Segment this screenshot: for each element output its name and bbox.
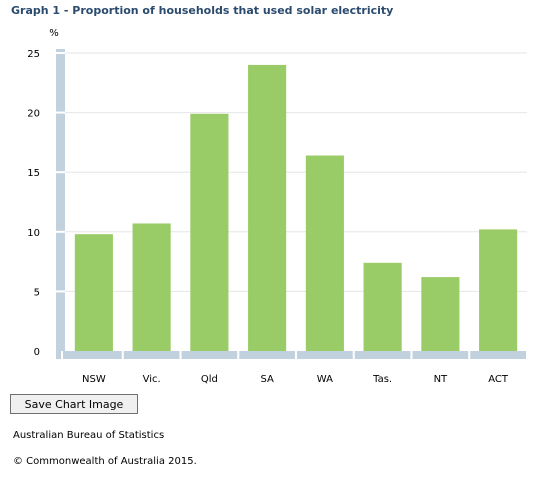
axes bbox=[56, 49, 528, 359]
y-tick-label: 25 bbox=[27, 49, 40, 60]
x-tick-label: NT bbox=[434, 374, 448, 385]
y-tick-label: 15 bbox=[27, 168, 40, 179]
bar-sa bbox=[248, 64, 287, 352]
y-tick-label: 20 bbox=[27, 109, 40, 120]
bar-nsw bbox=[74, 234, 113, 351]
x-tick-label: NSW bbox=[82, 374, 106, 385]
x-tick-label: ACT bbox=[488, 374, 509, 385]
chart-title: Graph 1 - Proportion of households that … bbox=[11, 4, 394, 17]
x-tick-label: SA bbox=[260, 374, 274, 385]
y-tick-label: 10 bbox=[27, 228, 40, 239]
x-tick-label: Qld bbox=[201, 374, 218, 385]
x-axis-band bbox=[56, 351, 527, 359]
y-tick-label: 0 bbox=[34, 347, 40, 358]
bar-chart: 0 5 10 15 20 25 NSW Vic. Qld SA WA Tas. NT ACT % bbox=[27, 28, 528, 385]
x-tick-label: Vic. bbox=[143, 374, 161, 385]
x-tick-label: Tas. bbox=[372, 374, 392, 385]
x-tick-label: WA bbox=[317, 374, 333, 385]
bars bbox=[74, 64, 518, 352]
copyright-text: © Commonwealth of Australia 2015. bbox=[13, 456, 197, 467]
save-chart-image-button[interactable]: Save Chart Image bbox=[10, 394, 138, 414]
bar-vic bbox=[132, 223, 171, 351]
source-text: Australian Bureau of Statistics bbox=[13, 430, 165, 441]
bar-act bbox=[479, 229, 518, 351]
y-tick-label: 5 bbox=[34, 287, 40, 298]
y-axis-band bbox=[56, 49, 65, 355]
axis-labels: 0 5 10 15 20 25 NSW Vic. Qld SA WA Tas. NT ACT bbox=[27, 49, 509, 385]
y-axis-label: % bbox=[49, 28, 59, 39]
bar-wa bbox=[305, 155, 344, 351]
bar-nt bbox=[421, 277, 460, 351]
bar-qld bbox=[190, 113, 229, 352]
bar-tas bbox=[363, 262, 402, 351]
